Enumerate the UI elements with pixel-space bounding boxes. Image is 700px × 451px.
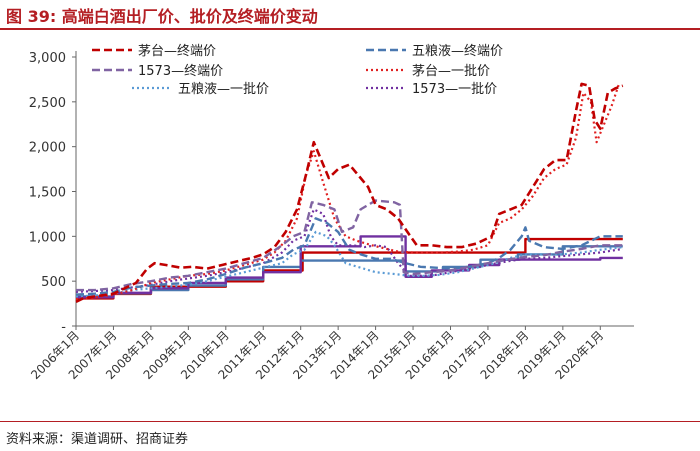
legend-label: 1573—一批价 <box>412 82 497 97</box>
legend-label: 1573—终端价 <box>138 63 223 79</box>
y-tick-label: 2,000 <box>29 141 66 156</box>
chart-title: 图 39: 高端白酒出厂价、批价及终端价变动 <box>6 7 318 26</box>
series-layer <box>75 82 624 303</box>
y-tick-label: 2,500 <box>29 96 66 111</box>
series-line <box>75 82 624 303</box>
title-divider <box>0 28 700 30</box>
y-tick-label: - <box>61 320 66 335</box>
legend-label: 茅台—终端价 <box>138 43 216 59</box>
legend-label: 五粮液—一批价 <box>178 82 269 97</box>
series-line <box>75 230 623 298</box>
legend-label: 五粮液—终端价 <box>412 43 503 59</box>
y-tick-label: 1,000 <box>29 230 66 245</box>
title-bar: 图 39: 高端白酒出厂价、批价及终端价变动 <box>0 0 700 30</box>
legend-label: 茅台—一批价 <box>412 64 490 79</box>
y-tick-label: 1,500 <box>29 186 66 201</box>
y-tick-label: 3,000 <box>29 51 66 66</box>
y-tick-label: 500 <box>41 275 66 290</box>
series-line <box>75 83 621 301</box>
price-chart: -5001,0001,5002,0002,5003,0002006年1月2007… <box>28 43 634 382</box>
source-divider <box>0 421 700 422</box>
series-line <box>76 199 623 292</box>
axes-layer: -5001,0001,5002,0002,5003,0002006年1月2007… <box>28 51 634 382</box>
series-line <box>75 217 623 296</box>
source-note: 资料来源：渠道调研、招商证券 <box>6 432 189 447</box>
